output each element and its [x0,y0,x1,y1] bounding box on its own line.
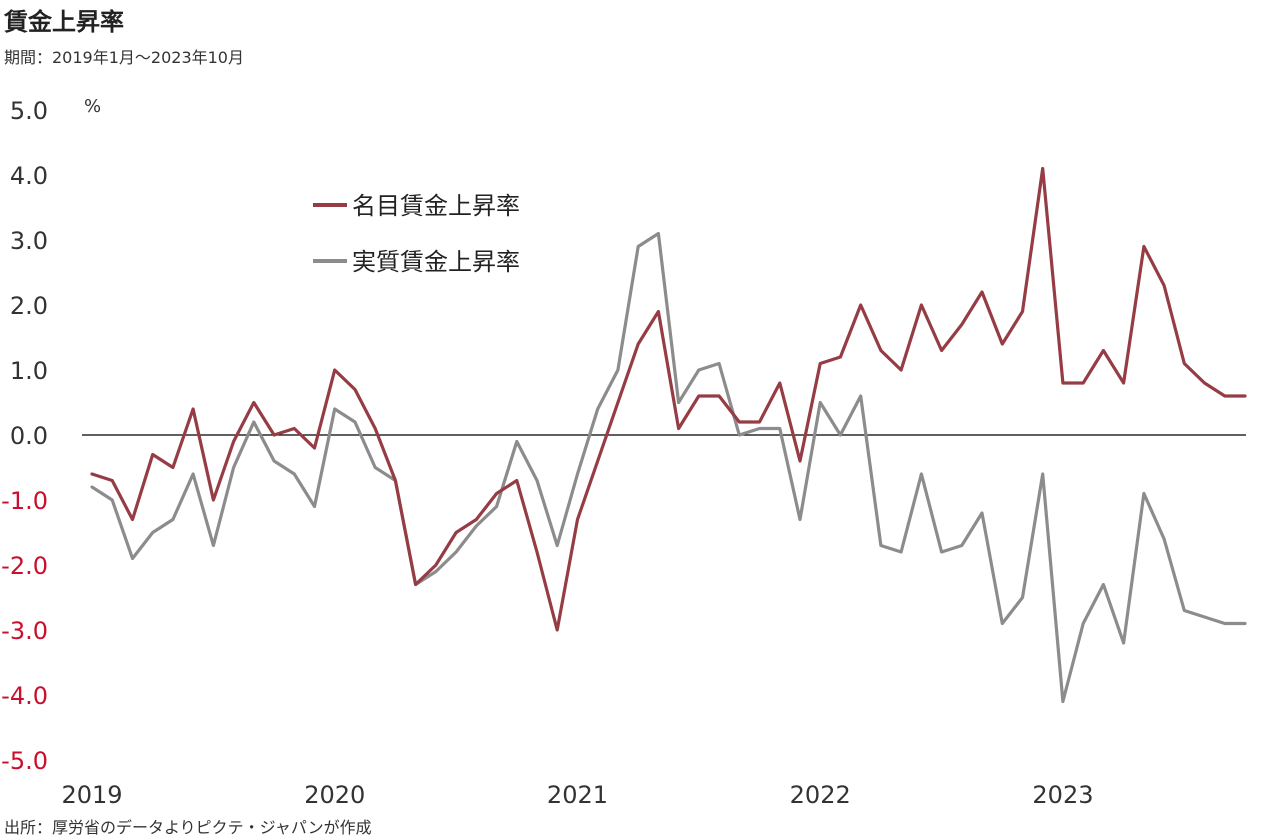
y-tick-label: -4.0 [1,682,48,710]
y-tick-label: -3.0 [1,617,48,645]
series-line [90,166,1247,632]
y-tick-label: 1.0 [10,357,48,385]
y-unit-label: % [84,96,101,117]
series-line [90,231,1247,704]
chart-title: 賃金上昇率 [4,8,124,36]
y-tick-label: 0.0 [10,422,48,450]
y-tick-label: 5.0 [10,97,48,125]
x-tick-label: 2021 [547,781,608,809]
series-lines [90,166,1247,704]
y-tick-label: -5.0 [1,747,48,775]
legend-label: 名目賃金上昇率 [352,192,520,220]
x-tick-label: 2019 [61,781,122,809]
legend-label: 実質賃金上昇率 [352,248,520,276]
chart-source: 出所：厚労省のデータよりピクテ・ジャパンが作成 [4,818,372,837]
y-axis: 5.0 4.0 3.0 2.0 1.0 0.0 -1.0 -2.0 -3.0 -4.0 -5.0 [1,97,48,775]
x-axis: 2019 2020 2021 2022 2023 [61,781,1093,809]
y-tick-label: -2.0 [1,552,48,580]
x-tick-label: 2020 [304,781,365,809]
chart-subtitle: 期間：2019年1月～2023年10月 [4,48,244,67]
y-tick-label: 2.0 [10,292,48,320]
x-tick-label: 2022 [790,781,851,809]
y-tick-label: -1.0 [1,487,48,515]
y-tick-label: 4.0 [10,162,48,190]
x-tick-label: 2023 [1032,781,1093,809]
y-tick-label: 3.0 [10,227,48,255]
